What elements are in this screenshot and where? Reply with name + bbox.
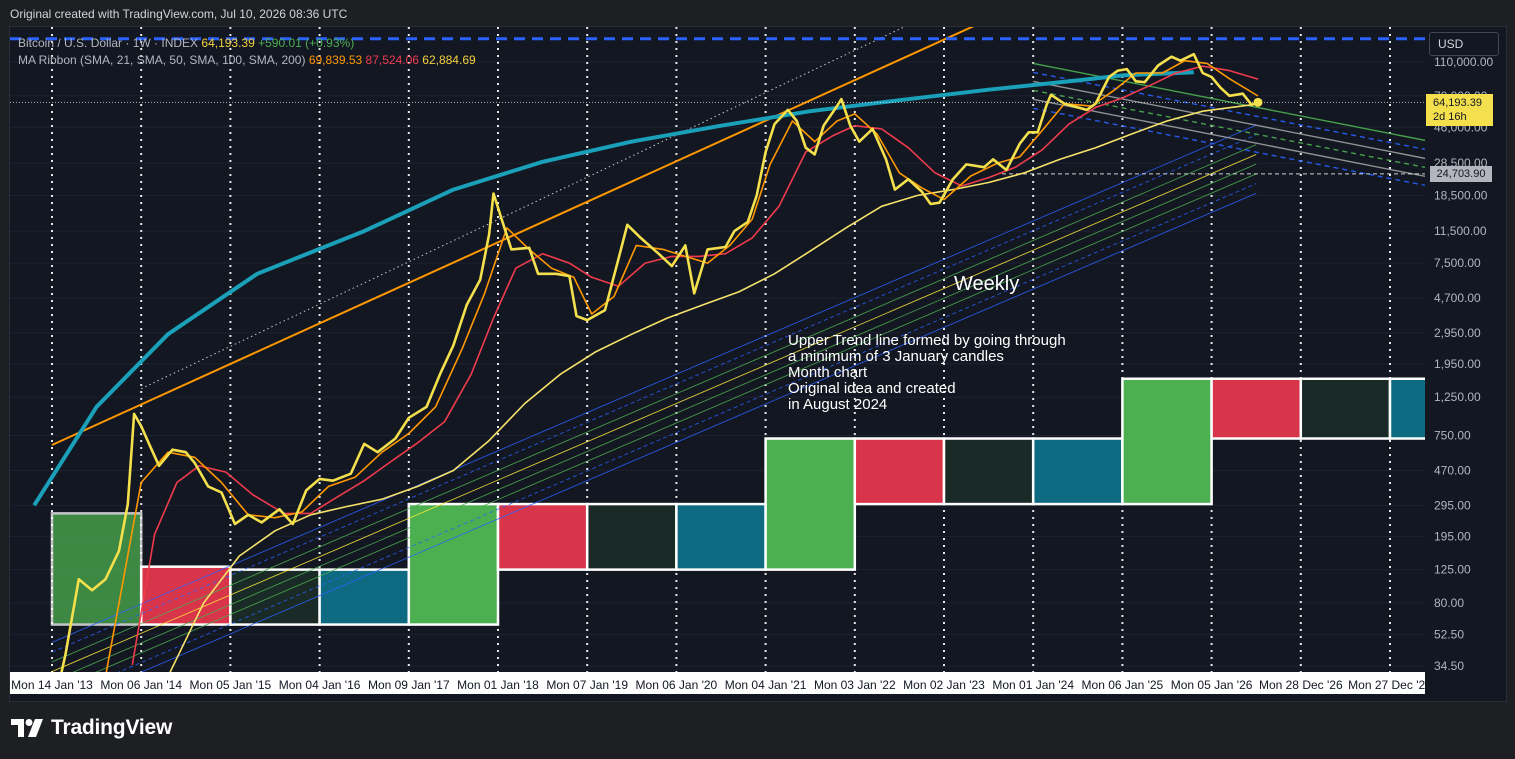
- price-tag-countdown: 2d 16h: [1433, 111, 1467, 123]
- currency-selector[interactable]: USD: [1429, 32, 1499, 56]
- x-tick-label: Mon 05 Jan '26: [1171, 678, 1253, 692]
- x-tick-label: Mon 05 Jan '15: [190, 678, 272, 692]
- x-tick-label: Mon 06 Jan '14: [100, 678, 182, 692]
- annotation-line: in August 2024: [788, 396, 888, 413]
- support-channel-line: [51, 153, 1257, 672]
- y-tick-label: 7,500.00: [1434, 256, 1481, 270]
- x-tick-label: Mon 28 Dec '26: [1259, 678, 1343, 692]
- annotation-line: Upper Trend line formed by going through: [788, 332, 1066, 349]
- support-channel-line: [117, 183, 1257, 672]
- january-candle-box: [1031, 437, 1124, 506]
- x-tick-label: Mon 01 Jan '18: [457, 678, 539, 692]
- chart-caption: Original created with TradingView.com, J…: [10, 7, 348, 21]
- january-candle-box: [1299, 377, 1392, 440]
- x-tick-label: Mon 06 Jan '20: [636, 678, 718, 692]
- y-tick-label: 52.50: [1434, 628, 1464, 642]
- moving-average-line: [105, 59, 1259, 672]
- y-tick-label: 1,250.00: [1434, 390, 1481, 404]
- y-tick-label: 18,500.00: [1434, 188, 1488, 202]
- y-tick-label: 195.00: [1434, 529, 1471, 543]
- january-candle-box: [1210, 377, 1303, 440]
- january-candle-box: [942, 437, 1035, 506]
- x-tick-label: Mon 04 Jan '16: [279, 678, 361, 692]
- january-candle-box: [675, 502, 767, 571]
- descending-channel-line: [1033, 71, 1425, 151]
- y-tick-label: 750.00: [1434, 428, 1471, 442]
- x-tick-label: Mon 03 Jan '22: [814, 678, 896, 692]
- support-channel-line: [51, 124, 1257, 643]
- january-candle-box: [1388, 377, 1425, 440]
- annotation-line: a minimum of 3 January candles: [788, 348, 1004, 365]
- plot-area: [10, 27, 1425, 672]
- y-tick-label: 125.00: [1434, 563, 1471, 577]
- chart-frame[interactable]: 110,000.0070,000.0046,000.0028,500.0018,…: [9, 26, 1507, 702]
- last-price-marker: [1253, 97, 1263, 107]
- january-candle-box: [585, 502, 678, 571]
- x-tick-label: Mon 02 Jan '23: [903, 678, 985, 692]
- annotation-note[interactable]: Upper Trend line formed by going through…: [788, 333, 1066, 413]
- january-candle-box: [764, 437, 857, 571]
- last-price-tag: 64,193.39 2d 16h: [1426, 94, 1493, 126]
- moving-average-line: [169, 103, 1259, 672]
- january-candle-box: [1121, 377, 1213, 506]
- symbol-legend-row[interactable]: Bitcoin / U.S. Dollar · 1W · INDEX 64,19…: [18, 35, 476, 52]
- price-series-line: [60, 52, 1259, 672]
- x-tick-label: Mon 07 Jan '19: [546, 678, 628, 692]
- y-tick-label: 1,950.00: [1434, 357, 1481, 371]
- price-chart[interactable]: 110,000.0070,000.0046,000.0028,500.0018,…: [10, 27, 1506, 701]
- annotation-line: Original idea and created: [788, 380, 956, 397]
- indicator-name: MA Ribbon (SMA, 21, SMA, 50, SMA, 100, S…: [18, 53, 306, 67]
- january-candle-box: [407, 502, 500, 626]
- ma-value-2: 87,524.06: [365, 53, 419, 67]
- y-tick-label: 470.00: [1434, 463, 1471, 477]
- january-candle-box: [50, 512, 143, 626]
- upper-trend-line: [51, 27, 975, 446]
- y-tick-label: 4,700.00: [1434, 291, 1481, 305]
- power-law-curve: [32, 70, 1194, 507]
- x-tick-label: Mon 06 Jan '25: [1082, 678, 1164, 692]
- support-channel-line: [72, 163, 1257, 672]
- last-price: 64,193.39: [201, 36, 255, 50]
- x-tick-label: Mon 14 Jan '13: [11, 678, 93, 692]
- brand-name: TradingView: [51, 716, 173, 739]
- january-candle-box: [139, 565, 232, 626]
- x-tick-label: Mon 09 Jan '17: [368, 678, 450, 692]
- y-tick-label: 295.00: [1434, 498, 1471, 512]
- time-axis-strip: [10, 672, 1425, 694]
- annotation-weekly[interactable]: Weekly: [954, 273, 1020, 295]
- descending-channel-line: [1033, 80, 1425, 160]
- x-tick-label: Mon 27 Dec '27: [1348, 678, 1432, 692]
- x-tick-label: Mon 01 Jan '24: [992, 678, 1074, 692]
- y-tick-label: 80.00: [1434, 596, 1464, 610]
- price-tag-value: 64,193.39: [1433, 97, 1482, 109]
- dotted-trend-line: [140, 27, 906, 390]
- january-candle-box: [496, 502, 589, 571]
- x-tick-label: Mon 04 Jan '21: [725, 678, 807, 692]
- tradingview-logo-icon: [11, 719, 43, 737]
- y-tick-label: 34.50: [1434, 659, 1464, 673]
- y-tick-label: 11,500.00: [1434, 224, 1487, 238]
- annotation-line: Month chart: [788, 364, 868, 381]
- indicator-legend-row[interactable]: MA Ribbon (SMA, 21, SMA, 50, SMA, 100, S…: [18, 52, 476, 69]
- january-candle-box: [229, 568, 321, 626]
- symbol-name: Bitcoin / U.S. Dollar · 1W · INDEX: [18, 36, 199, 50]
- january-candle-box: [853, 437, 946, 506]
- tradingview-brand[interactable]: TradingView: [11, 716, 172, 740]
- support-channel-line: [140, 192, 1257, 672]
- y-tick-label: 2,950.00: [1434, 326, 1481, 340]
- ma-value-3: 62,884.69: [422, 53, 476, 67]
- horizontal-level-tag: 24,703.90: [1430, 166, 1492, 182]
- january-candle-box: [318, 568, 411, 626]
- descending-channel-line: [1033, 107, 1425, 187]
- descending-channel-line: [1033, 98, 1425, 178]
- y-tick-label: 110,000.00: [1434, 55, 1493, 69]
- support-channel-line: [95, 173, 1257, 672]
- support-channel-line: [51, 134, 1257, 653]
- chart-legend: Bitcoin / U.S. Dollar · 1W · INDEX 64,19…: [18, 35, 476, 69]
- support-channel-line: [51, 144, 1257, 663]
- price-change: +590.01 (+0.93%): [258, 36, 355, 50]
- ma-value-1: 69,839.53: [308, 53, 363, 67]
